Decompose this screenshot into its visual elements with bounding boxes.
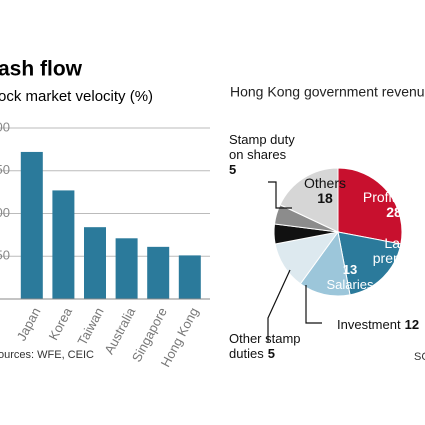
bar [84, 227, 106, 299]
y-tick-label: 50 [0, 162, 10, 177]
pie-slice [337, 167, 403, 245]
slice-name: Profits tax [362, 189, 425, 205]
y-tick-label: 00 [0, 119, 10, 134]
slice-label: 13 Salaries tax [322, 262, 378, 307]
bar [115, 238, 138, 299]
slice-value: 12 [404, 317, 420, 332]
source: ources: WFE, CEIC [0, 349, 94, 361]
slice-value: 28 [386, 204, 402, 220]
slice-label: Others 18 [300, 176, 350, 206]
slice-name: Salaries tax [326, 277, 374, 307]
slice-value: 13 [342, 262, 358, 277]
x-tick-label: Taiwan [74, 305, 106, 348]
slice-label: Other stamp duties 5 [229, 331, 321, 361]
slice-name: Stamp duty on shares [229, 132, 295, 162]
source: SC [414, 351, 425, 363]
pie-title: Hong Kong government revenue 2012 (%) [230, 84, 425, 100]
chart-title: ash flow [0, 58, 83, 81]
bar [147, 246, 170, 299]
slice-label: Profits tax 28 [360, 190, 425, 220]
slice-name: Other stamp duties [229, 331, 301, 361]
pie-slice [337, 231, 402, 296]
slice-value: 19 [392, 265, 408, 281]
leader-line [267, 269, 291, 342]
x-tick-label: Japan [14, 305, 44, 343]
pie-slice [279, 167, 339, 233]
slice-value: 5 [229, 162, 237, 177]
slice-label: Stamp duty on shares 5 [229, 132, 309, 177]
slice-name: Others [303, 175, 346, 191]
leader-line [305, 285, 322, 324]
chart-subtitle: ock market velocity (%) [0, 88, 153, 105]
bar [20, 151, 43, 299]
slice-label: Land premium 19 [368, 236, 425, 281]
slice-label: Investment 12 [337, 317, 419, 332]
bar [178, 255, 201, 299]
slice-value: 5 [267, 346, 275, 361]
y-tick-label: 50 [0, 248, 10, 263]
leader-line [268, 181, 292, 209]
slice-name: Land premium [372, 235, 425, 266]
bar [52, 190, 75, 299]
y-tick-label: 00 [0, 205, 10, 220]
slice-value: 18 [317, 190, 333, 206]
slice-name: Investment [337, 317, 401, 332]
x-tick-label: Korea [46, 304, 76, 342]
